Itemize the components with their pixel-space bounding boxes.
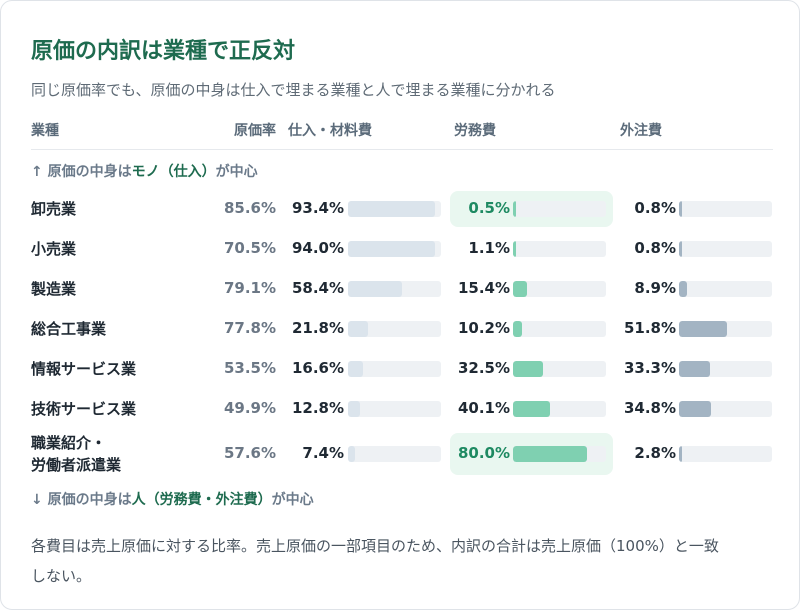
outsourcing-value: 51.8% [623, 319, 676, 337]
materials-bar-track [348, 321, 441, 337]
labor-value: 80.0% [457, 444, 510, 462]
outsourcing-value: 0.8% [634, 199, 676, 217]
materials-bar [348, 446, 355, 462]
materials-value: 12.8% [291, 399, 344, 417]
cost-ratio-value: 57.6% [223, 444, 276, 462]
cost-ratio-value: 85.6% [223, 199, 276, 217]
header-cost-ratio: 原価率 [234, 123, 276, 139]
outsourcing-bar-track [679, 446, 772, 462]
outsourcing-bar-track [679, 201, 772, 217]
materials-value: 93.4% [291, 199, 344, 217]
section-bottom-suffix: が中心 [271, 492, 314, 508]
labor-bar-track [513, 361, 606, 377]
industry-name: 情報サービス業 [31, 360, 137, 378]
header-materials: 仕入・材料費 [288, 123, 372, 139]
header-divider [31, 149, 773, 150]
materials-bar [348, 281, 403, 297]
labor-value: 40.1% [457, 399, 510, 417]
labor-bar-track [513, 401, 606, 417]
outsourcing-value: 34.8% [623, 399, 676, 417]
materials-bar-track [348, 361, 441, 377]
header-industry: 業種 [31, 123, 59, 139]
labor-value: 32.5% [457, 359, 510, 377]
labor-bar [513, 321, 523, 337]
materials-bar [348, 401, 360, 417]
chart-title: 原価の内訳は業種で正反対 [31, 39, 296, 64]
section-top-suffix: が中心 [215, 164, 258, 180]
labor-bar [513, 361, 544, 377]
materials-value: 21.8% [291, 319, 344, 337]
materials-bar-track [348, 201, 441, 217]
labor-bar [513, 446, 588, 462]
materials-value: 58.4% [291, 279, 344, 297]
materials-bar [348, 241, 436, 257]
section-top-highlight: モノ（仕入） [131, 164, 216, 180]
cost-ratio-value: 49.9% [223, 399, 276, 417]
outsourcing-value: 33.3% [623, 359, 676, 377]
section-top-prefix: ↑ 原価の中身は [31, 164, 132, 180]
materials-value: 94.0% [291, 239, 344, 257]
labor-bar-track [513, 201, 606, 217]
labor-value: 1.1% [468, 239, 510, 257]
industry-name: 技術サービス業 [31, 400, 137, 418]
header-outsourcing: 外注費 [620, 123, 662, 139]
materials-bar [348, 321, 369, 337]
industry-name: 総合工事業 [31, 320, 107, 338]
outsourcing-value: 8.9% [634, 279, 676, 297]
industry-name: 製造業 [31, 280, 77, 298]
outsourcing-bar [679, 241, 682, 257]
outsourcing-value: 2.8% [634, 444, 676, 462]
labor-value: 10.2% [457, 319, 510, 337]
materials-bar-track [348, 241, 441, 257]
cost-ratio-value: 77.8% [223, 319, 276, 337]
outsourcing-bar [679, 201, 682, 217]
outsourcing-bar-track [679, 241, 772, 257]
labor-value: 15.4% [457, 279, 510, 297]
labor-value: 0.5% [468, 199, 510, 217]
labor-bar [513, 401, 551, 417]
section-bottom-highlight: 人（労務費・外注費） [131, 492, 272, 508]
labor-bar [513, 281, 528, 297]
outsourcing-bar [679, 401, 712, 417]
labor-bar [513, 241, 516, 257]
labor-bar-track [513, 241, 606, 257]
outsourcing-bar [679, 446, 682, 462]
section-top-label: ↑ 原価の中身はモノ（仕入）が中心 [31, 161, 258, 181]
outsourcing-bar [679, 361, 710, 377]
outsourcing-value: 0.8% [634, 239, 676, 257]
materials-value: 16.6% [291, 359, 344, 377]
materials-bar-track [348, 446, 441, 462]
outsourcing-bar-track [679, 321, 772, 337]
header-labor: 労務費 [454, 123, 496, 139]
section-bottom-label: ↓ 原価の中身は人（労務費・外注費）が中心 [31, 489, 314, 509]
chart-subtitle: 同じ原価率でも、原価の中身は仕入で埋まる業種と人で埋まる業種に分かれる [31, 81, 556, 99]
materials-bar-track [348, 281, 441, 297]
labor-bar-track [513, 446, 606, 462]
industry-name: 卸売業 [31, 200, 77, 218]
labor-bar-track [513, 281, 606, 297]
materials-bar-track [348, 401, 441, 417]
materials-bar [348, 361, 364, 377]
materials-value: 7.4% [302, 444, 344, 462]
cost-ratio-value: 53.5% [223, 359, 276, 377]
labor-bar-track [513, 321, 606, 337]
outsourcing-bar-track [679, 401, 772, 417]
labor-bar [513, 201, 516, 217]
outsourcing-bar [679, 281, 688, 297]
outsourcing-bar [679, 321, 728, 337]
outsourcing-bar-track [679, 361, 772, 377]
footnote: 各費目は売上原価に対する比率。売上原価の一部項目のため、内訳の合計は売上原価（1… [31, 537, 719, 585]
section-bottom-prefix: ↓ 原価の中身は [31, 492, 132, 508]
industry-name: 職業紹介・ 労働者派遣業 [31, 434, 122, 474]
materials-bar [348, 201, 435, 217]
cost-ratio-value: 70.5% [223, 239, 276, 257]
cost-ratio-value: 79.1% [223, 279, 276, 297]
industry-name: 小売業 [31, 240, 77, 258]
outsourcing-bar-track [679, 281, 772, 297]
